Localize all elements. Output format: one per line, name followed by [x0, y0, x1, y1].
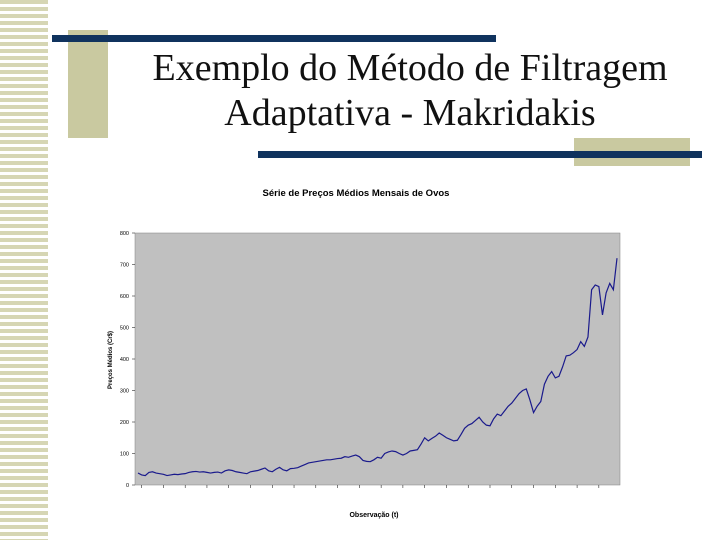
y-tick-label: 200: [120, 420, 129, 426]
y-tick-label: 0: [126, 483, 129, 489]
slide-title: Exemplo do Método de Filtragem Adaptativ…: [100, 46, 720, 136]
chart-title: Série de Preços Médios Mensais de Ovos: [263, 188, 450, 199]
y-tick-label: 600: [120, 294, 129, 300]
y-tick-label: 100: [120, 452, 129, 458]
y-tick-label: 300: [120, 389, 129, 395]
price-series-line: [137, 258, 618, 477]
y-tick-label: 700: [120, 263, 129, 269]
y-axis: 0 100 200 300 400 500 600 700 800: [120, 231, 135, 489]
egg-price-chart: Série de Preços Médios Mensais de Ovos 0…: [108, 188, 621, 519]
y-tick-label: 500: [120, 326, 129, 332]
x-axis: [141, 485, 600, 488]
title-rule-top: [52, 35, 496, 42]
plot-area: [134, 232, 621, 486]
decorative-stripe-bar: [0, 0, 52, 540]
y-axis-label: Preços Médios (Cr$): [108, 331, 114, 389]
y-tick-label: 400: [120, 357, 129, 363]
title-rule-bottom: [258, 151, 702, 158]
y-tick-label: 800: [120, 231, 129, 237]
slide-title-line-1: Exemplo do Método de Filtragem: [152, 47, 668, 89]
slide-title-line-2: Adaptativa - Makridakis: [224, 92, 596, 134]
title-accent-block-left: [68, 30, 108, 138]
x-axis-label: Observação (t): [349, 512, 398, 519]
